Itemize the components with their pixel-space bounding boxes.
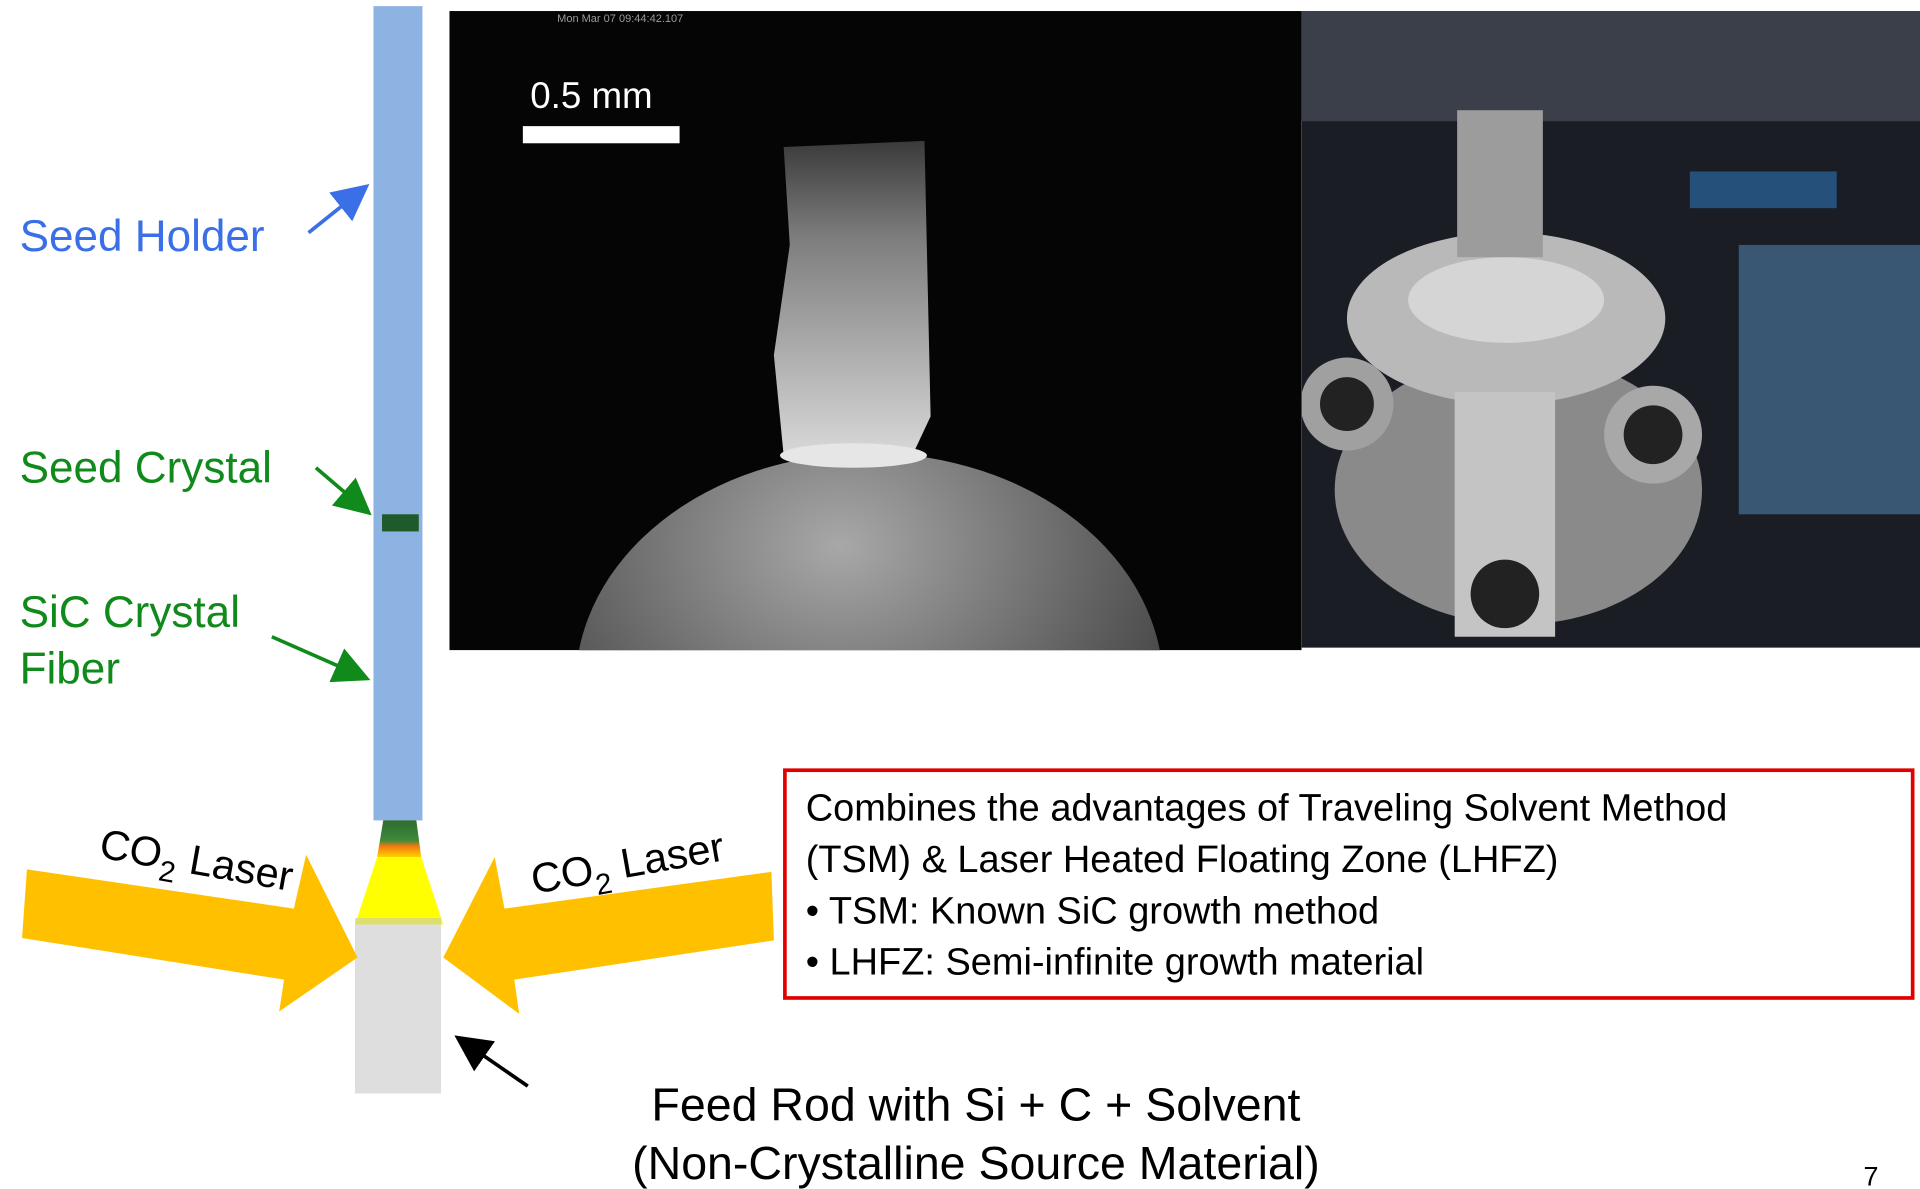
feed-rod-label: Feed Rod with Si + C + Solvent xyxy=(651,1078,1300,1130)
scale-bar xyxy=(523,126,680,143)
pointer-arrow xyxy=(460,1040,527,1087)
pointer-arrow xyxy=(316,468,366,511)
callout-line: • LHFZ: Semi-infinite growth material xyxy=(806,942,1424,984)
page: CO2Laser CO2Laser Seed Holder Seed Cryst… xyxy=(0,0,1920,1189)
callout-line: (TSM) & Laser Heated Floating Zone (LHFZ… xyxy=(806,839,1559,881)
callout-line: • TSM: Known SiC growth method xyxy=(806,890,1379,932)
slide: CO2Laser CO2Laser Seed Holder Seed Cryst… xyxy=(0,0,1920,1189)
pointer-arrow xyxy=(272,637,364,677)
label-fiber: Fiber xyxy=(20,644,120,693)
feed-rod-label: (Non-Crystalline Source Material) xyxy=(632,1137,1320,1189)
timestamp: Mon Mar 07 09:44:42.107 xyxy=(557,13,683,25)
seed-crystal xyxy=(382,514,419,531)
label-seed-holder: Seed Holder xyxy=(20,212,265,261)
scale-bar-label: 0.5 mm xyxy=(530,75,652,116)
pointer-arrow xyxy=(309,189,364,233)
apparatus-photo xyxy=(1300,11,1920,648)
label-fiber: SiC Crystal xyxy=(20,588,240,637)
callout-line: Combines the advantages of Traveling Sol… xyxy=(806,787,1728,829)
label-seed-crystal: Seed Crystal xyxy=(20,443,272,492)
molten-zone-top xyxy=(377,820,421,857)
feed-rod xyxy=(355,918,441,1093)
page-number: 7 xyxy=(1864,1161,1879,1189)
seed-holder-rod xyxy=(373,6,422,820)
molten-zone xyxy=(355,857,443,924)
